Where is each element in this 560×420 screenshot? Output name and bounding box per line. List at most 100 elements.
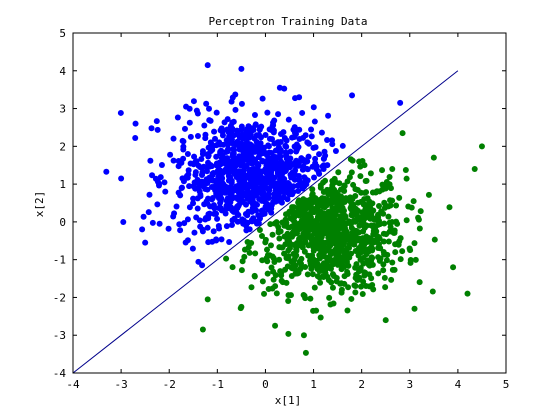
green-class-point xyxy=(360,219,367,226)
blue-class-point xyxy=(349,92,356,99)
green-class-point xyxy=(397,256,404,263)
x-tick-label: -1 xyxy=(211,378,224,391)
green-class-point xyxy=(199,326,206,333)
blue-class-point xyxy=(120,218,127,225)
blue-class-point xyxy=(262,132,269,139)
green-class-point xyxy=(341,273,348,280)
green-class-point xyxy=(272,322,279,329)
green-class-point xyxy=(294,268,301,275)
blue-class-point xyxy=(252,121,259,128)
green-class-point xyxy=(310,224,317,231)
blue-class-point xyxy=(204,62,211,69)
blue-class-point xyxy=(177,227,184,234)
green-class-point xyxy=(332,259,339,266)
green-class-point xyxy=(425,191,432,198)
green-class-point xyxy=(251,272,258,279)
green-class-point xyxy=(399,248,406,255)
blue-class-point xyxy=(235,211,242,218)
chart-title: Perceptron Training Data xyxy=(209,15,368,28)
blue-class-point xyxy=(311,174,318,181)
blue-class-point xyxy=(277,131,284,138)
blue-class-point xyxy=(170,213,177,220)
green-class-point xyxy=(332,241,339,248)
green-class-point xyxy=(307,295,314,302)
blue-class-point xyxy=(204,224,211,231)
green-class-point xyxy=(272,272,279,279)
blue-class-point xyxy=(232,106,239,113)
green-class-point xyxy=(276,235,283,242)
green-class-point xyxy=(313,257,320,264)
green-class-point xyxy=(311,284,318,291)
blue-class-point xyxy=(154,201,161,208)
blue-class-point xyxy=(196,188,203,195)
blue-class-point xyxy=(293,157,300,164)
green-class-point xyxy=(292,253,299,260)
green-class-point xyxy=(374,222,381,229)
blue-class-point xyxy=(248,154,255,161)
green-class-point xyxy=(281,222,288,229)
green-class-point xyxy=(345,218,352,225)
blue-class-point xyxy=(178,185,185,192)
blue-class-point xyxy=(254,160,261,167)
green-class-point xyxy=(271,259,278,266)
blue-class-point xyxy=(256,185,263,192)
x-tick-label: 2 xyxy=(358,378,365,391)
green-class-point xyxy=(291,218,298,225)
blue-class-point xyxy=(308,133,315,140)
green-class-point xyxy=(386,174,393,181)
green-class-point xyxy=(315,236,322,243)
blue-class-point xyxy=(181,220,188,227)
green-class-point xyxy=(329,284,336,291)
green-class-point xyxy=(357,163,364,170)
x-tick-label: 1 xyxy=(310,378,317,391)
green-class-point xyxy=(353,210,360,217)
blue-class-point xyxy=(259,95,266,102)
green-class-point xyxy=(370,223,377,230)
green-class-point xyxy=(380,261,387,268)
green-class-point xyxy=(307,196,314,203)
green-class-point xyxy=(403,217,410,224)
green-class-point xyxy=(295,242,302,249)
y-tick-label: -3 xyxy=(53,329,66,342)
green-class-point xyxy=(275,229,282,236)
green-class-point xyxy=(352,283,359,290)
green-class-point xyxy=(317,242,324,249)
blue-class-point xyxy=(216,225,223,232)
green-class-point xyxy=(344,307,351,314)
blue-class-point xyxy=(173,203,180,210)
green-class-point xyxy=(316,274,323,281)
blue-class-point xyxy=(270,122,277,129)
blue-class-point xyxy=(224,195,231,202)
green-class-point xyxy=(389,166,396,173)
blue-class-point xyxy=(218,195,225,202)
green-class-point xyxy=(295,226,302,233)
green-class-point xyxy=(388,276,395,283)
green-class-point xyxy=(375,203,382,210)
blue-class-point xyxy=(187,133,194,140)
x-tick-label: -2 xyxy=(163,378,176,391)
blue-class-point xyxy=(308,126,315,133)
x-tick-label: -3 xyxy=(114,378,127,391)
blue-class-point xyxy=(142,239,149,246)
blue-class-point xyxy=(219,170,226,177)
blue-class-point xyxy=(197,223,204,230)
blue-class-point xyxy=(186,204,193,211)
blue-class-point xyxy=(277,138,284,145)
blue-class-point xyxy=(238,65,245,72)
green-class-point xyxy=(361,189,368,196)
blue-class-point xyxy=(154,178,161,185)
green-class-point xyxy=(342,236,349,243)
blue-class-point xyxy=(235,182,242,189)
blue-class-point xyxy=(244,212,251,219)
green-class-point xyxy=(366,283,373,290)
blue-class-point xyxy=(232,187,239,194)
blue-class-point xyxy=(140,213,147,220)
green-class-point xyxy=(342,229,349,236)
blue-class-point xyxy=(329,141,336,148)
blue-class-point xyxy=(117,109,124,116)
green-class-point xyxy=(366,198,373,205)
green-class-point xyxy=(265,285,272,292)
blue-class-point xyxy=(230,118,237,125)
blue-class-point xyxy=(209,171,216,178)
blue-class-point xyxy=(241,176,248,183)
